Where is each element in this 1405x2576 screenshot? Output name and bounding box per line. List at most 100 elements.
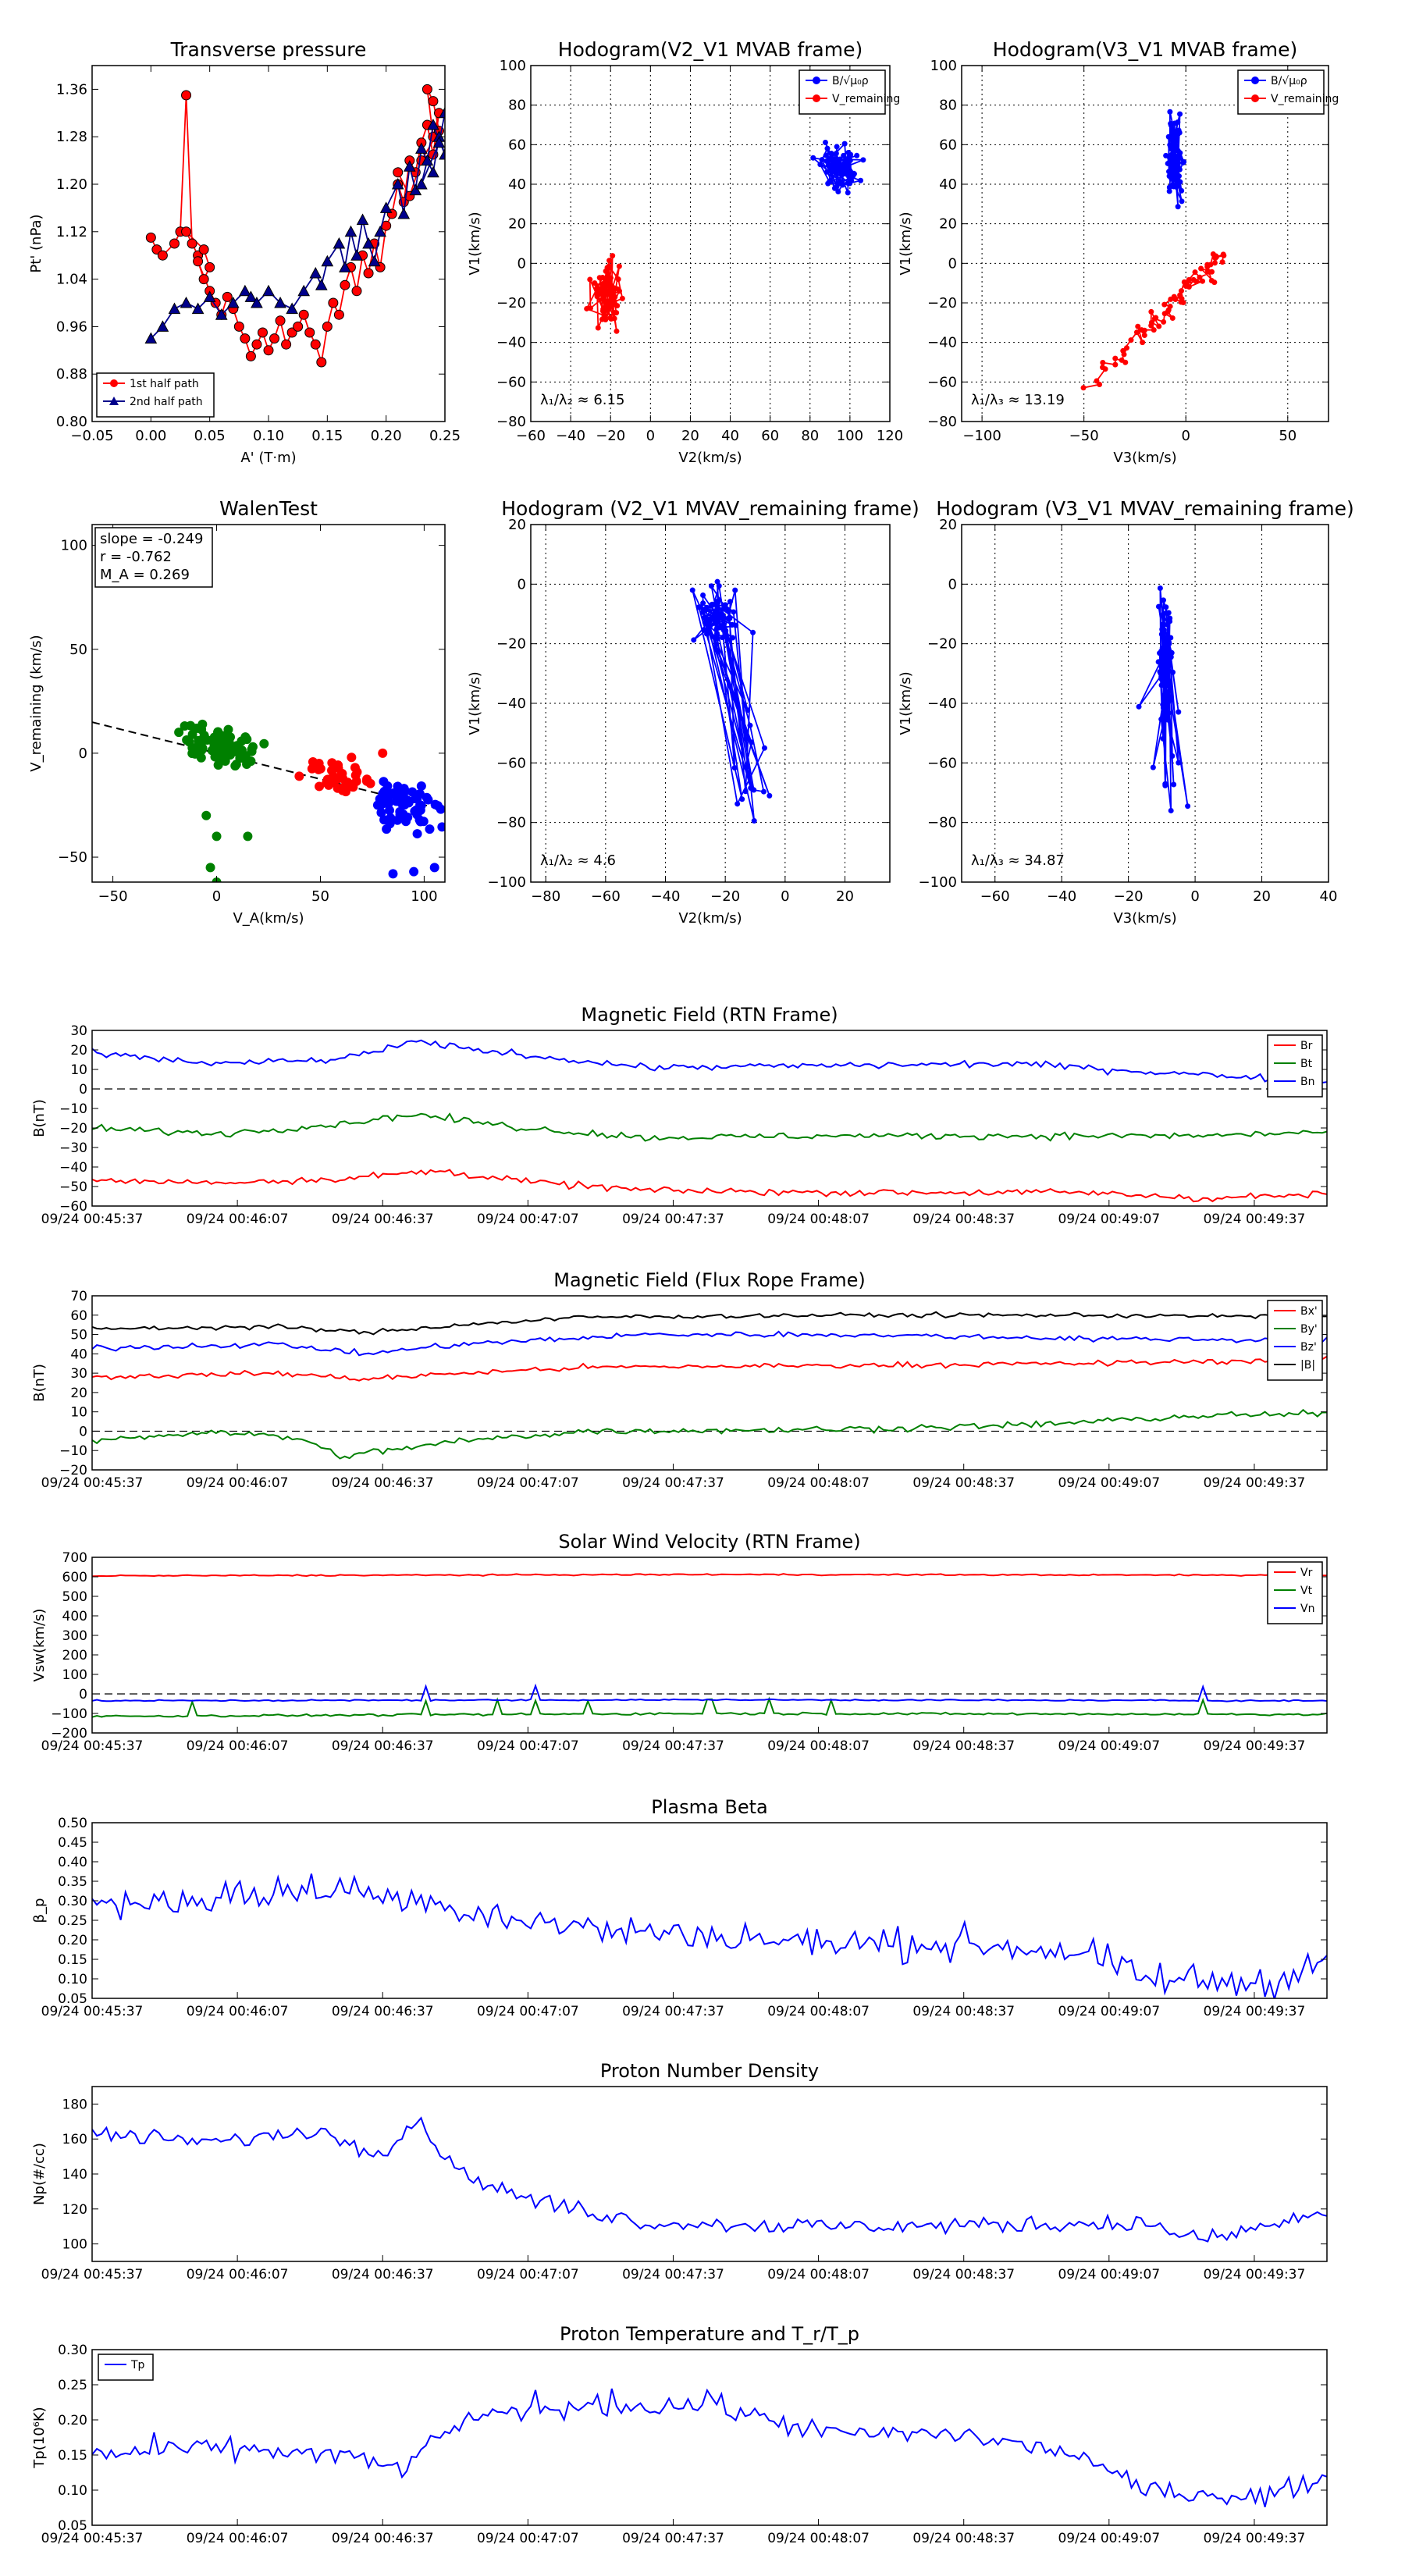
data-point: [350, 763, 360, 773]
plot-frame: [91, 1822, 1328, 1999]
data-layer: [92, 2116, 1327, 2243]
data-point: [1198, 265, 1204, 272]
data-point: [823, 152, 829, 158]
data-point: [1112, 361, 1119, 368]
data-point: [739, 796, 745, 802]
data-point: [1161, 610, 1167, 617]
data-point: [226, 742, 236, 753]
series-line-1: [92, 1408, 1327, 1460]
series-line-0: [92, 2116, 1327, 2243]
x-tick-label: 0.00: [135, 428, 166, 444]
data-point: [169, 238, 180, 249]
data-point: [391, 177, 404, 190]
y-tick-label: 40: [508, 176, 526, 193]
data-point: [182, 735, 192, 745]
y-tick-label: −40: [496, 335, 526, 351]
x-tick-label: 09/24 00:49:37: [1204, 2004, 1306, 2019]
y-tick-label: 0: [518, 576, 526, 592]
y-tick-label: 1.28: [56, 129, 87, 145]
data-point: [1175, 167, 1181, 173]
x-tick-label: 09/24 00:49:07: [1058, 1738, 1160, 1754]
y-tick-label: 700: [62, 1550, 87, 1566]
legend: Bx' By' Bz' |B|: [1267, 1300, 1323, 1381]
stats-line: slope = -0.249: [100, 531, 203, 547]
x-tick-label: 09/24 00:47:37: [622, 1475, 724, 1491]
data-point: [1176, 709, 1182, 715]
data-point: [439, 148, 445, 160]
data-point: [196, 753, 206, 763]
legend-label: Vr: [1300, 1567, 1313, 1579]
data-point: [1163, 635, 1169, 641]
data-point: [691, 637, 697, 643]
x-tick-label: 100: [837, 428, 863, 444]
data-point: [603, 316, 609, 322]
data-point: [259, 738, 269, 749]
x-tick-label: 0.20: [371, 428, 402, 444]
data-point: [1208, 262, 1214, 268]
data-point: [603, 308, 609, 314]
data-point: [269, 333, 280, 344]
legend: Vr Vt Vn: [1267, 1561, 1323, 1624]
data-point: [1178, 288, 1184, 294]
data-point: [226, 732, 236, 742]
data-point: [1176, 173, 1182, 180]
stats-line: M_A = 0.269: [100, 567, 190, 583]
data-point: [251, 339, 262, 350]
y-tick-label: 0.50: [58, 1816, 87, 1831]
data-point: [614, 328, 620, 334]
data-point: [180, 721, 190, 731]
x-tick-label: 0.25: [429, 428, 461, 444]
data-point: [1168, 162, 1174, 168]
y-tick-label: −40: [927, 335, 957, 351]
series-line-0: [92, 1573, 1327, 1578]
x-tick-label: −0.05: [70, 428, 113, 444]
data-point: [619, 295, 625, 301]
y-tick-label: −30: [59, 1140, 87, 1156]
y-tick-label: 60: [939, 137, 957, 153]
data-point: [356, 213, 369, 226]
x-axis-label: V3(km/s): [1113, 910, 1176, 927]
x-tick-label: 09/24 00:47:07: [477, 1212, 579, 1227]
y-tick-label: −60: [496, 374, 526, 390]
y-tick-label: 60: [70, 1308, 87, 1324]
data-point: [385, 817, 395, 827]
data-point: [1179, 198, 1185, 205]
y-tick-label: 70: [70, 1289, 87, 1304]
legend-marker: [109, 397, 119, 405]
y-tick-label: 60: [508, 137, 526, 153]
data-point: [603, 276, 610, 282]
plot-frame: [961, 65, 1329, 422]
x-tick-label: 09/24 00:48:37: [912, 2267, 1015, 2282]
y-tick-label: −60: [59, 1199, 87, 1215]
data-point: [700, 592, 706, 598]
chart-title: Hodogram (V2_V1 MVAV_remaining frame): [501, 497, 919, 520]
data-point: [145, 232, 156, 243]
data-point: [397, 207, 411, 219]
data-point: [436, 804, 445, 814]
data-point: [604, 301, 610, 307]
x-tick-label: −60: [591, 888, 621, 905]
x-axis-label: V3(km/s): [1113, 450, 1176, 466]
data-point: [720, 624, 727, 631]
data-point: [263, 345, 274, 356]
plot-frame: [91, 1557, 1328, 1734]
x-tick-label: −60: [980, 888, 1010, 905]
series-line-2: [92, 1039, 1327, 1084]
x-tick-label: 20: [836, 888, 854, 905]
x-tick-label: 09/24 00:47:07: [477, 1738, 579, 1754]
y-tick-label: 30: [70, 1366, 87, 1382]
data-point: [1158, 632, 1165, 638]
data-point: [415, 177, 428, 190]
data-point: [374, 225, 386, 237]
data-point: [1172, 146, 1178, 152]
data-point: [328, 297, 339, 308]
y-tick-label: −80: [927, 414, 957, 430]
data-layer: [92, 719, 445, 882]
data-point: [611, 299, 617, 305]
data-point: [1112, 355, 1119, 361]
data-point: [835, 180, 841, 187]
y-tick-label: −40: [59, 1160, 87, 1176]
chart-title: Solar Wind Velocity (RTN Frame): [558, 1531, 860, 1553]
data-point: [363, 268, 374, 279]
ratio-annotation: λ₁/λ₂ ≈ 4.6: [540, 852, 616, 869]
